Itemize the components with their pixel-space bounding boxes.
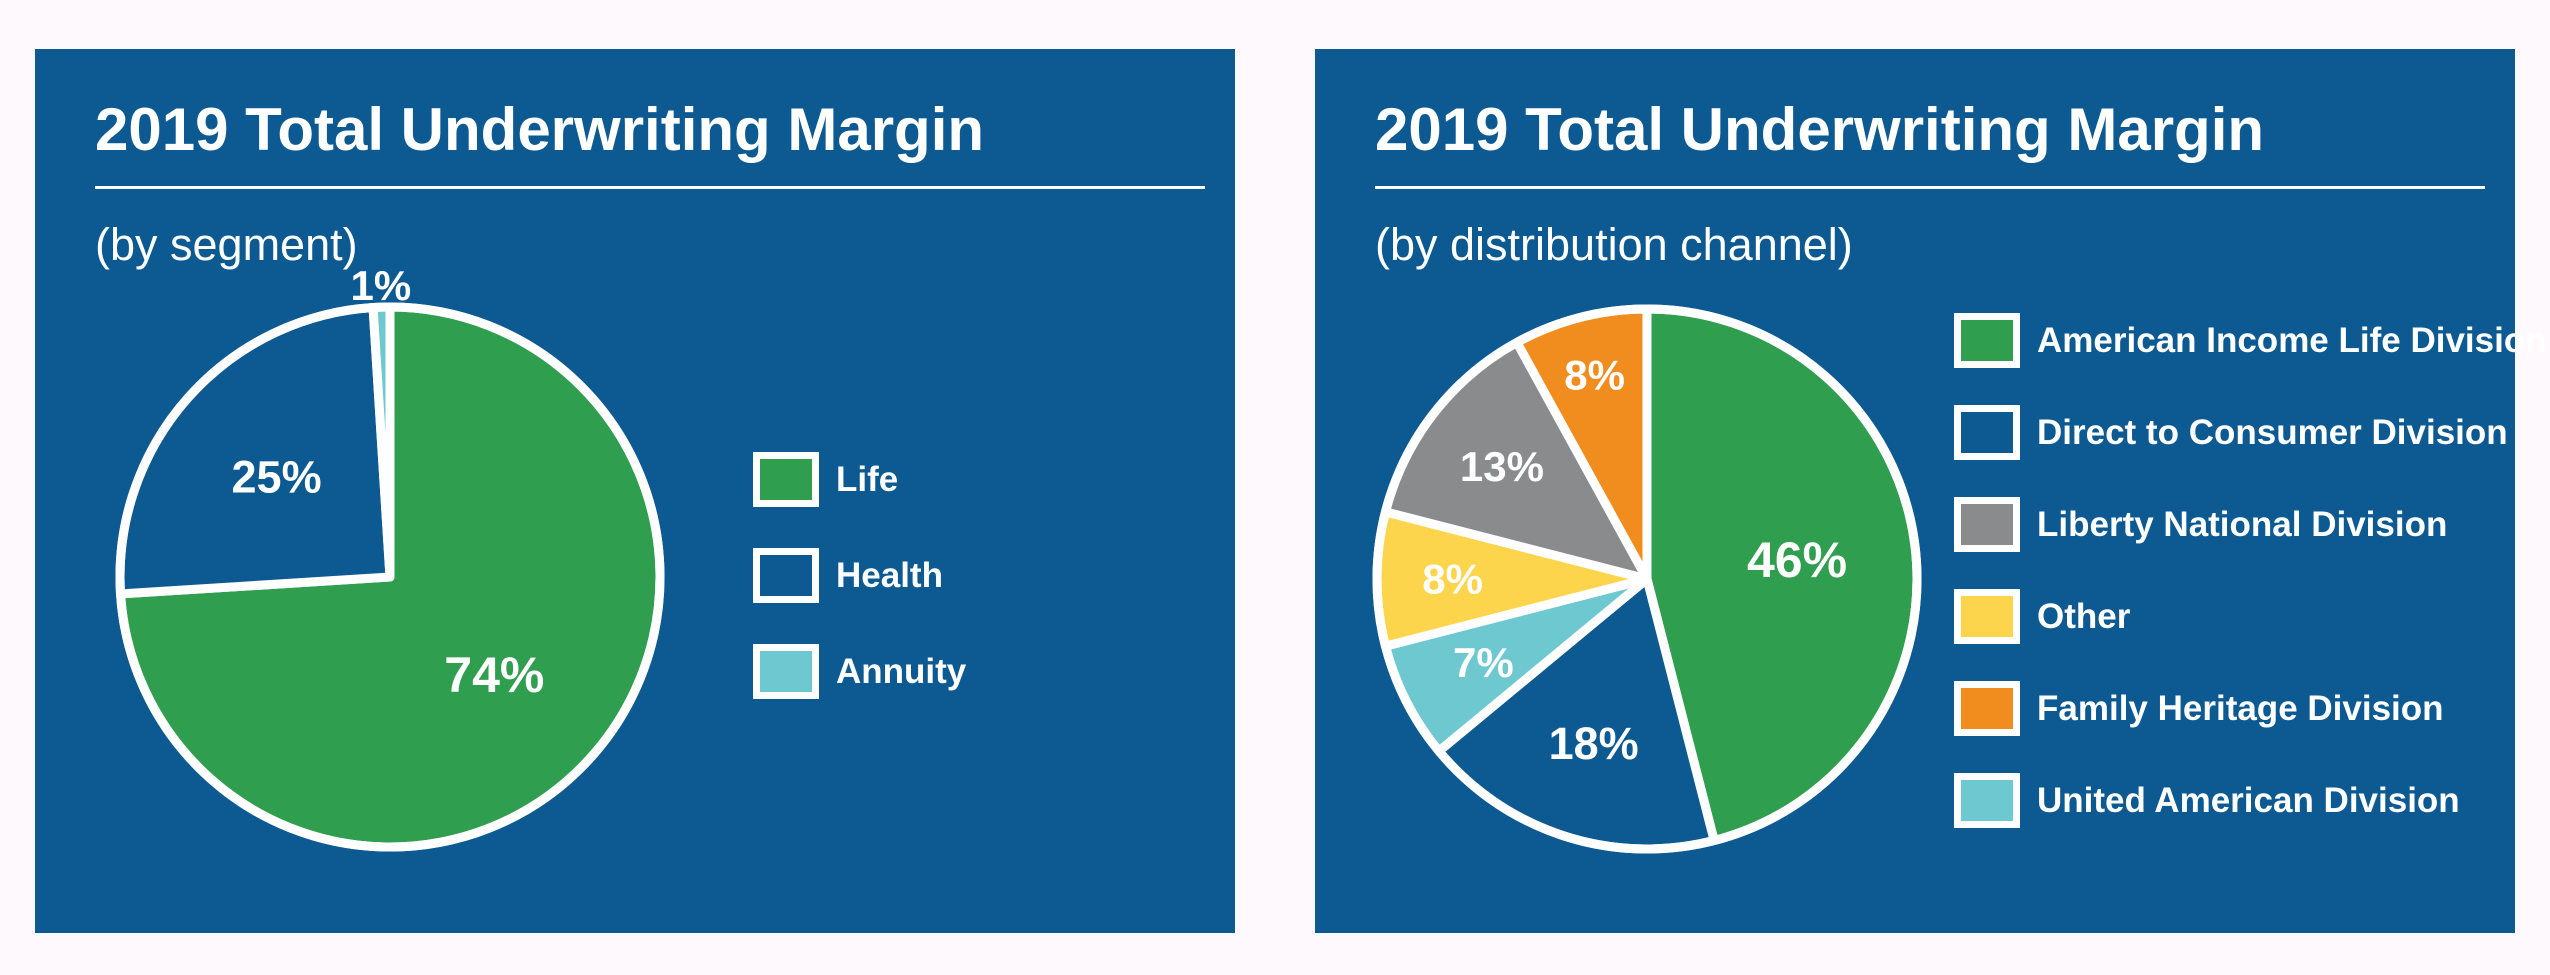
legend-swatch-liberty-national-division: [1954, 497, 2020, 552]
legend-swatch-health: [753, 548, 819, 603]
legend-by-segment: Life Health Annuity: [753, 452, 966, 699]
title-underline: [1375, 186, 2485, 189]
pie-chart-by-distribution-channel: 46% 18% 7% 8% 13% 8%: [1372, 304, 1922, 854]
legend-swatch-life: [753, 452, 819, 507]
legend-label: Life: [836, 459, 899, 499]
legend-swatch-annuity: [753, 644, 819, 699]
pie-chart-by-segment: 74% 25% 1%: [115, 262, 665, 852]
legend-swatch-american-income-life-division: [1954, 313, 2020, 368]
legend-label: Liberty National Division: [2037, 504, 2448, 544]
legend-item-health: Health: [753, 548, 966, 603]
pie-label-united-american-division: 7%: [1453, 639, 1514, 686]
legend-item-annuity: Annuity: [753, 644, 966, 699]
legend-item-liberty-national-division: Liberty National Division: [1954, 497, 2547, 552]
pie-label-annuity: 1%: [350, 262, 411, 309]
legend-label: Direct to Consumer Division: [2037, 412, 2508, 452]
panel-title: 2019 Total Underwriting Margin: [1375, 96, 2265, 163]
legend-item-other: Other: [1954, 589, 2547, 644]
legend-item-united-american-division: United American Division: [1954, 773, 2547, 828]
panel-by-segment: 2019 Total Underwriting Margin (by segme…: [35, 49, 1235, 933]
panel-title: 2019 Total Underwriting Margin: [95, 96, 985, 163]
legend-swatch-family-heritage-division: [1954, 681, 2020, 736]
panel-by-distribution-channel: 2019 Total Underwriting Margin (by distr…: [1315, 49, 2547, 933]
title-underline: [95, 186, 1205, 189]
legend-item-life: Life: [753, 452, 966, 507]
pie-label-american-income-life-division: 46%: [1747, 532, 1847, 588]
legend-swatch-united-american-division: [1954, 773, 2020, 828]
legend-item-american-income-life-division: American Income Life Division: [1954, 313, 2547, 368]
legend-item-family-heritage-division: Family Heritage Division: [1954, 681, 2547, 736]
legend-swatch-other: [1954, 589, 2020, 644]
legend-label: American Income Life Division: [2037, 320, 2547, 360]
panel-subtitle: (by distribution channel): [1375, 219, 1853, 270]
legend-by-distribution-channel: American Income Life Division Direct to C…: [1954, 313, 2547, 828]
pie-label-health: 25%: [232, 452, 322, 503]
legend-item-direct-to-consumer-division: Direct to Consumer Division: [1954, 405, 2547, 460]
panel-subtitle: (by segment): [95, 219, 358, 270]
pie-label-other: 8%: [1422, 556, 1483, 603]
legend-label: Health: [836, 555, 943, 595]
legend-label: Family Heritage Division: [2037, 688, 2444, 728]
pie-label-life: 74%: [444, 647, 544, 703]
pie-label-family-heritage-division: 8%: [1564, 352, 1625, 399]
legend-label: Annuity: [836, 651, 967, 691]
pie-outline: [1372, 304, 1922, 854]
legend-swatch-direct-to-consumer-division: [1954, 405, 2020, 460]
pie-label-liberty-national-division: 13%: [1460, 443, 1544, 490]
pie-outline: [115, 302, 665, 852]
pie-label-direct-to-consumer-division: 18%: [1549, 718, 1639, 769]
legend-label: United American Division: [2037, 780, 2460, 820]
legend-label: Other: [2037, 596, 2131, 636]
